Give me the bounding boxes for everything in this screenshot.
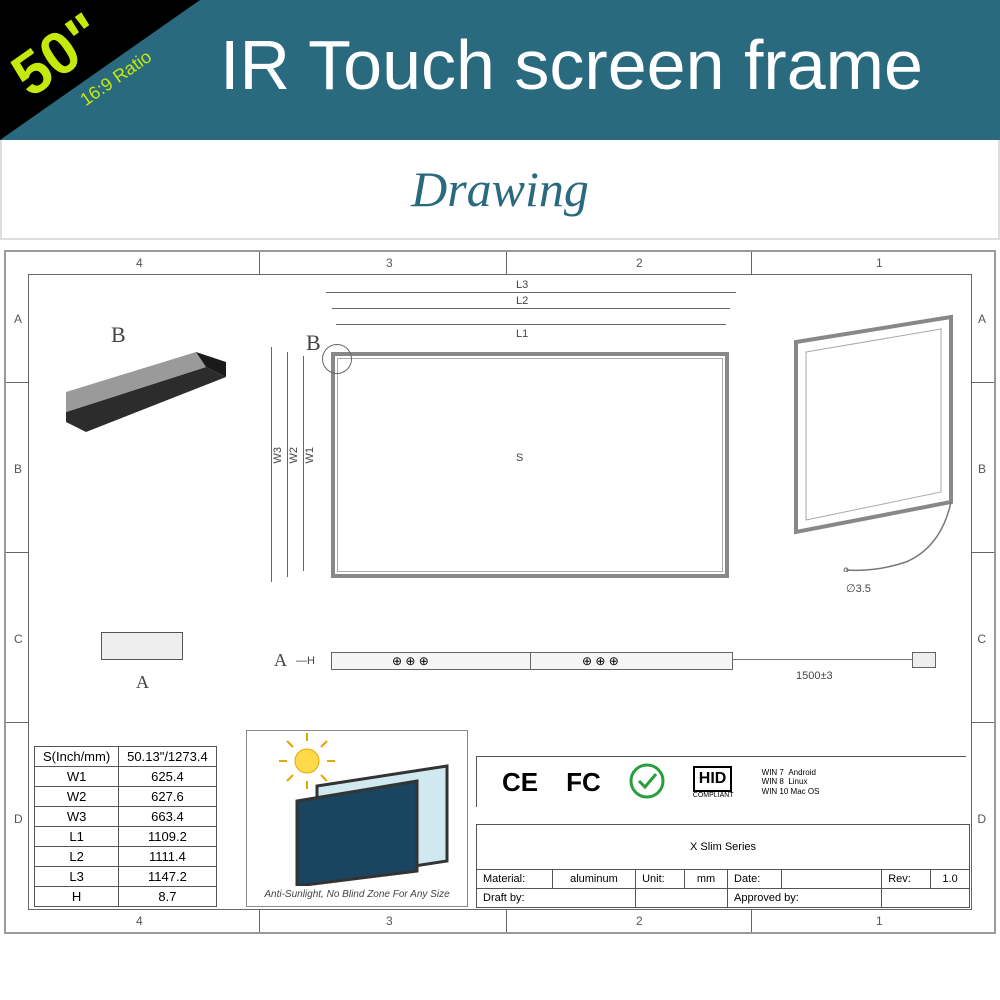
- section-h-label: —H: [296, 655, 315, 667]
- table-row: L3: [35, 867, 119, 887]
- row-b-r: B: [978, 462, 986, 476]
- col-1-top: 1: [876, 256, 883, 270]
- s-label: S: [516, 452, 523, 464]
- corner-detail: [66, 342, 226, 432]
- row-tick: [6, 382, 28, 383]
- anti-sunlight-text: Anti-Sunlight, No Blind Zone For Any Siz…: [247, 889, 467, 900]
- l1-label: L1: [516, 328, 528, 340]
- section-a-label: A: [274, 650, 287, 671]
- detail-b-label-2: B: [306, 330, 321, 356]
- title-block: X Slim Series Material: aluminum Unit: m…: [476, 824, 970, 908]
- l3-label: L3: [516, 279, 528, 291]
- rohs-logo: [629, 763, 665, 802]
- series-name: X Slim Series: [477, 825, 970, 870]
- row-a-l: A: [14, 312, 22, 326]
- anti-sunlight-box: Anti-Sunlight, No Blind Zone For Any Siz…: [246, 730, 468, 907]
- col-3-top: 3: [386, 256, 393, 270]
- dim-w3: [271, 347, 272, 582]
- cable-len: 1500±3: [796, 670, 833, 682]
- w3-label: W3: [272, 447, 284, 464]
- drawing-frame: 4 3 2 1 4 3 2 1 A B C D A B C D B B S L1…: [4, 250, 996, 934]
- row-tick: [972, 722, 994, 723]
- table-row: H: [35, 887, 119, 907]
- col-1-bot: 1: [876, 914, 883, 928]
- col-tick: [751, 910, 752, 932]
- col-3-bot: 3: [386, 914, 393, 928]
- fc-logo: FC: [566, 767, 601, 798]
- col-2-bot: 2: [636, 914, 643, 928]
- cert-row: CE FC HIDCOMPLIANT WIN 7 Android WIN 8 L…: [476, 756, 966, 807]
- dim-w1: [303, 356, 304, 571]
- l2-label: L2: [516, 295, 528, 307]
- subtitle: Drawing: [0, 140, 1000, 240]
- ce-logo: CE: [502, 767, 538, 798]
- dimension-table: S(Inch/mm)50.13"/1273.4 W1625.4 W2627.6 …: [34, 746, 217, 907]
- callout-circle: [322, 344, 352, 374]
- row-b-l: B: [14, 462, 22, 476]
- dim-header-v: 50.13"/1273.4: [119, 747, 217, 767]
- section-bar: ⊕ ⊕ ⊕ ⊕ ⊕ ⊕: [331, 652, 733, 670]
- usb-connector: [912, 652, 936, 668]
- w2-label: W2: [288, 447, 300, 464]
- front-view-frame: [331, 352, 729, 578]
- col-4-top: 4: [136, 256, 143, 270]
- os-list: WIN 7 Android WIN 8 Linux WIN 10 Mac OS: [762, 768, 820, 797]
- table-row: L1: [35, 827, 119, 847]
- row-tick: [6, 722, 28, 723]
- col-tick: [259, 252, 260, 274]
- row-d-r: D: [977, 812, 986, 826]
- row-a-r: A: [978, 312, 986, 326]
- section-a-below: A: [136, 672, 149, 693]
- dim-header-k: S(Inch/mm): [35, 747, 119, 767]
- dim-l3: [326, 292, 736, 293]
- cable-diam: ∅3.5: [846, 582, 871, 595]
- dim-w2: [287, 352, 288, 577]
- cable-line: [732, 659, 912, 660]
- row-d-l: D: [14, 812, 23, 826]
- col-tick: [259, 910, 260, 932]
- table-row: W3: [35, 807, 119, 827]
- row-c-l: C: [14, 632, 23, 646]
- front-view-inner: [337, 358, 723, 572]
- header-bar: 50" 16:9 Ratio IR Touch screen frame: [0, 0, 1000, 140]
- w1-label: W1: [304, 447, 316, 464]
- col-2-top: 2: [636, 256, 643, 270]
- col-tick: [506, 252, 507, 274]
- table-row: W1: [35, 767, 119, 787]
- table-row: W2: [35, 787, 119, 807]
- table-row: L2: [35, 847, 119, 867]
- dim-l2: [332, 308, 730, 309]
- dim-l1: [336, 324, 726, 325]
- col-tick: [751, 252, 752, 274]
- cross-section: [101, 632, 183, 660]
- detail-b-label-1: B: [111, 322, 126, 348]
- row-c-r: C: [977, 632, 986, 646]
- page-title: IR Touch screen frame: [220, 25, 923, 105]
- row-tick: [6, 552, 28, 553]
- col-tick: [506, 910, 507, 932]
- col-4-bot: 4: [136, 914, 143, 928]
- hid-logo: HIDCOMPLIANT: [693, 766, 734, 799]
- row-tick: [972, 552, 994, 553]
- row-tick: [972, 382, 994, 383]
- iso-view: [776, 312, 966, 572]
